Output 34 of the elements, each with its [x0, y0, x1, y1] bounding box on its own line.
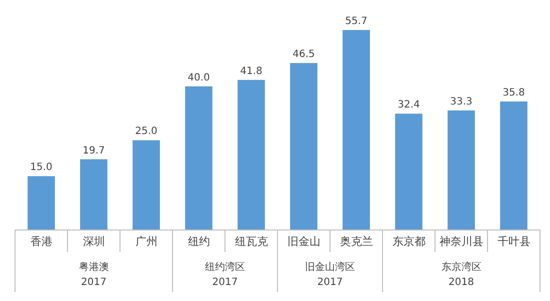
- data-label: 35.8: [502, 87, 525, 98]
- data-label: 32.4: [398, 100, 420, 111]
- bar: [28, 176, 55, 230]
- text: 旧金山湾区 2017: [305, 261, 355, 288]
- bar: [132, 140, 160, 230]
- x-tick-label: 奥克兰: [340, 235, 373, 248]
- bar: [238, 80, 265, 230]
- bar: [395, 114, 422, 230]
- x-tick-label: 广州: [135, 235, 158, 248]
- bar: [448, 110, 475, 230]
- text: 纽约湾区 2017: [205, 261, 245, 288]
- text: 粤港澳 2017: [78, 261, 109, 288]
- x-tick-label: 纽瓦克: [234, 235, 268, 248]
- data-label: 41.8: [240, 66, 262, 77]
- x-tick-label: 深圳: [82, 235, 105, 248]
- data-label: 46.5: [292, 49, 315, 60]
- x-tick-label: 香港: [30, 235, 52, 248]
- x-tick-label: 东京都: [392, 235, 426, 248]
- bar: [80, 159, 108, 230]
- bar: [500, 101, 528, 230]
- data-label: 40.0: [188, 72, 210, 84]
- data-label: 33.3: [450, 96, 472, 108]
- x-tick-label: 旧金山: [287, 235, 320, 248]
- x-tick-label: 千叶县: [497, 235, 530, 248]
- bar: [185, 86, 212, 230]
- x-tick-label: 神奈川县: [439, 235, 484, 248]
- x-tick-label: 纽约: [188, 235, 210, 248]
- data-label: 25.0: [135, 126, 158, 138]
- data-label: 15.0: [30, 162, 52, 174]
- data-label: 55.7: [345, 16, 368, 27]
- text: 东京湾区 2018: [441, 261, 482, 288]
- data-label: 19.7: [82, 145, 105, 156]
- bar: [290, 63, 318, 230]
- bar: [342, 30, 370, 230]
